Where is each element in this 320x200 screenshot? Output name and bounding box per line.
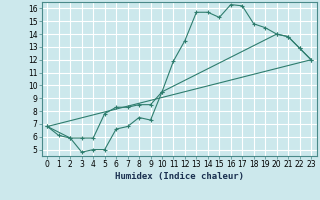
X-axis label: Humidex (Indice chaleur): Humidex (Indice chaleur) xyxy=(115,172,244,181)
